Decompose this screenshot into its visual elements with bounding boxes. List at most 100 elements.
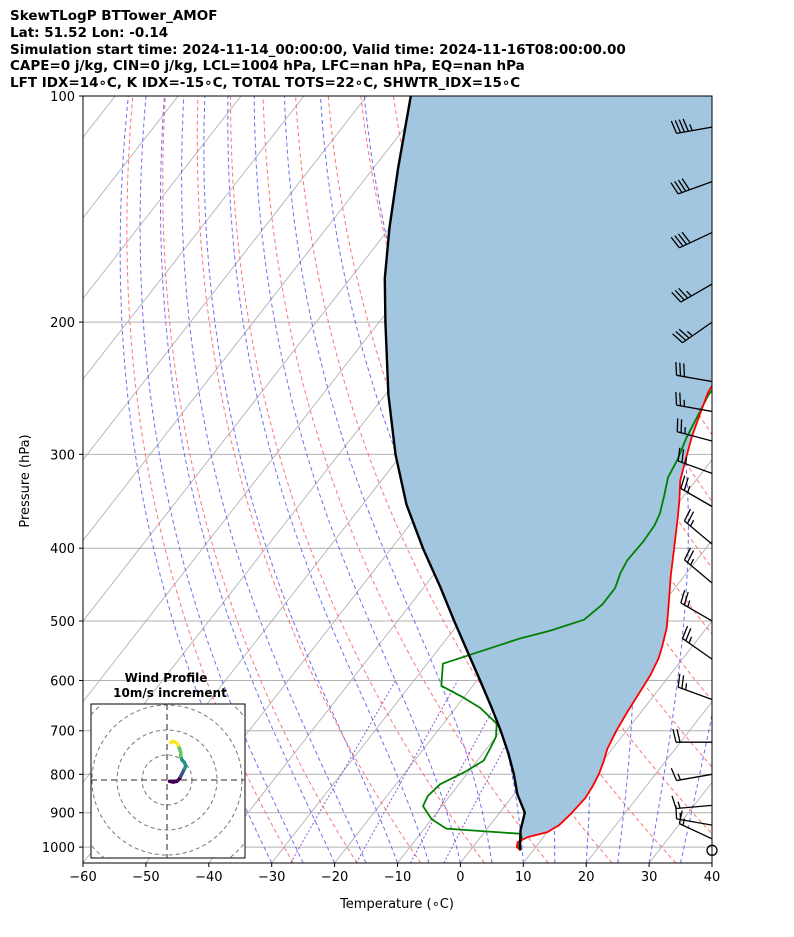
x-axis-label: Temperature (∘C): [339, 897, 454, 912]
barb-flag: [675, 805, 678, 819]
wind-barb: [678, 810, 713, 840]
barb-flag: [681, 675, 685, 689]
moist-adiabat-line: [119, 96, 273, 863]
wind-barb: [676, 418, 713, 442]
isotherm-line: [711, 862, 712, 863]
barb-flag: [674, 289, 685, 301]
dry-adiabat-line: [784, 96, 794, 863]
location-line: Lat: 51.52 Lon: -0.14: [10, 24, 169, 41]
barb-staff: [682, 637, 713, 660]
wind-barb: [671, 795, 713, 810]
barb-staff: [676, 374, 713, 383]
barb-half-flag: [686, 330, 693, 337]
wind-barb: [680, 590, 713, 622]
barb-flag: [677, 447, 681, 462]
barb-flag: [672, 333, 683, 344]
moist-adiabat-line: [580, 96, 689, 863]
barb-half-flag: [687, 485, 691, 493]
barb-half-flag: [685, 683, 688, 690]
barb-flag: [678, 119, 686, 133]
isotherm-line: [83, 96, 430, 542]
barb-half-flag: [689, 124, 693, 131]
index-line: LFT IDX=14∘C, K IDX=-15∘C, TOTAL TOTS=22…: [10, 75, 521, 92]
wind-barb: [675, 391, 713, 413]
time-line: Simulation start time: 2024-11-14_00:00:…: [10, 41, 626, 58]
chart-title: SkewTLogP BTTower_AMOF: [10, 8, 218, 24]
barb-flag: [674, 235, 684, 247]
barb-half-flag: [689, 558, 695, 566]
barb-staff: [684, 559, 713, 584]
dry-adiabat-line: [126, 96, 294, 863]
barb-flag: [674, 120, 682, 133]
hodograph-inset: Wind Profile 10m/s increment: [90, 671, 246, 859]
moist-adiabat-line: [283, 96, 493, 863]
barb-flag: [680, 475, 686, 489]
mixing-ratio-line: [409, 680, 510, 863]
barb-half-flag: [685, 457, 688, 464]
barb-staff: [676, 773, 713, 782]
wind-barb: [680, 475, 713, 508]
barb-flag: [676, 729, 681, 743]
y-tick-label: 500: [50, 615, 75, 630]
barb-staff: [677, 460, 713, 474]
barb-flag: [683, 363, 686, 377]
barb-flag: [677, 233, 688, 245]
barb-staff: [676, 818, 713, 826]
x-tick-label: −20: [321, 870, 348, 885]
y-tick-label: 400: [50, 542, 75, 557]
barb-staff: [676, 126, 713, 134]
barb-flag: [670, 182, 679, 195]
wind-barb: [670, 178, 713, 195]
dry-adiabat-line: [752, 96, 794, 863]
wind-barb: [677, 673, 713, 701]
barb-staff: [684, 520, 713, 545]
barb-staff: [682, 321, 713, 344]
isotherm-line: [585, 701, 712, 863]
barb-flag: [671, 291, 682, 303]
x-tick-label: 20: [578, 870, 595, 885]
wind-barbs: [670, 118, 718, 856]
wind-barb: [670, 768, 713, 782]
barb-flag: [683, 477, 689, 491]
barb-staff: [677, 686, 713, 701]
dry-adiabat-line: [719, 96, 794, 863]
parcel-path-line: [383, 96, 526, 851]
mixing-ratio-line: [290, 680, 397, 863]
barb-half-flag: [687, 600, 691, 608]
moist-adiabat-line: [160, 96, 336, 863]
barb-flag: [680, 590, 686, 604]
isotherm-line: [522, 620, 712, 863]
hodograph-title: Wind Profile: [125, 671, 208, 685]
barb-half-flag: [677, 801, 681, 809]
x-tick-label: 40: [704, 870, 721, 885]
barb-flag: [686, 511, 695, 524]
barb-flag: [682, 118, 689, 132]
y-tick-label: 1000: [42, 841, 75, 856]
barb-staff: [680, 283, 713, 303]
barb-flag: [683, 547, 692, 561]
barb-flag: [675, 361, 678, 376]
x-tick-label: −50: [132, 870, 159, 885]
barb-flag: [670, 236, 680, 249]
dewpoint-line: [422, 388, 712, 849]
barb-flag: [675, 331, 687, 341]
barb-flag: [677, 179, 687, 192]
barb-flag: [675, 391, 678, 406]
barb-half-flag: [686, 290, 692, 297]
barb-staff: [676, 804, 713, 810]
barb-flag: [685, 628, 692, 642]
isotherm-line: [83, 96, 242, 300]
y-tick-label: 200: [50, 316, 75, 331]
dry-adiabat-line: [230, 96, 485, 863]
barb-flag: [672, 729, 677, 743]
isotherm-line: [397, 459, 712, 863]
wind-barb: [670, 118, 713, 134]
barb-flag: [678, 810, 683, 824]
x-tick-label: 0: [456, 870, 464, 885]
barb-flag: [681, 231, 691, 244]
barb-half-flag: [689, 519, 695, 527]
wind-barb: [672, 729, 712, 743]
temperature-line: [515, 384, 712, 851]
wind-barb: [675, 361, 713, 383]
barb-staff: [676, 404, 713, 413]
